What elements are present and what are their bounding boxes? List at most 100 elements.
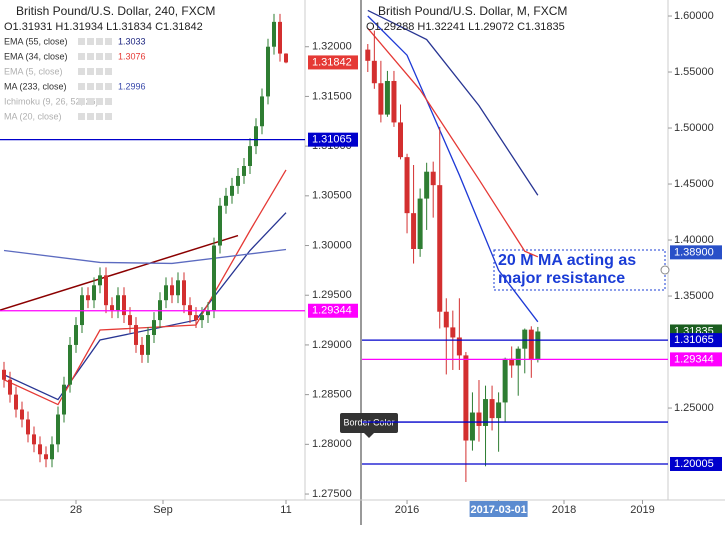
- indicator-icon: [78, 38, 85, 45]
- candle-body: [535, 331, 541, 361]
- candle-body: [104, 275, 108, 306]
- price-badge-label: 1.31065: [674, 334, 714, 346]
- y-tick-label: 1.45000: [674, 178, 714, 190]
- candle-body: [56, 414, 60, 445]
- y-tick-label: 1.31500: [312, 90, 352, 102]
- indicator-icon: [87, 98, 94, 105]
- x-tick-label: 2019: [630, 504, 654, 516]
- candle-body: [522, 329, 528, 349]
- x-tick-label: Sep: [153, 504, 173, 516]
- candle-body: [430, 171, 436, 186]
- candle-body: [515, 348, 521, 366]
- indicator-icon: [96, 83, 103, 90]
- candle-body: [391, 80, 397, 123]
- ohlc-text: O1.31931 H1.31934 L1.31834 C1.31842: [4, 21, 203, 33]
- candle-body: [32, 434, 36, 445]
- candle-body: [424, 171, 430, 199]
- price-badge-label: 1.29344: [674, 353, 714, 365]
- candle-body: [146, 334, 150, 355]
- indicator-icon: [96, 113, 103, 120]
- candle-body: [92, 285, 96, 301]
- indicator-icon: [78, 53, 85, 60]
- y-tick-label: 1.35000: [674, 290, 714, 302]
- tooltip-arrow: [364, 433, 374, 438]
- indicator-icon: [105, 83, 112, 90]
- candle-body: [224, 195, 228, 206]
- candle-body: [86, 295, 90, 301]
- candle-body: [212, 245, 216, 311]
- candle-body: [266, 46, 270, 97]
- price-badge: [670, 333, 722, 348]
- candle-body: [456, 337, 462, 356]
- ma-line: [367, 27, 539, 258]
- x-tick-highlight: [469, 501, 528, 517]
- candle-body: [26, 419, 30, 435]
- indicator-icon: [105, 113, 112, 120]
- candle-body: [365, 49, 371, 61]
- candle-body: [110, 305, 114, 311]
- candle-body: [450, 327, 456, 338]
- indicator-icon: [105, 68, 112, 75]
- price-badge: [670, 352, 722, 367]
- price-badge-label: 1.20005: [674, 458, 714, 470]
- annotation-text: major resistance: [498, 270, 625, 287]
- candle-body: [236, 175, 240, 186]
- y-tick-label: 1.30000: [312, 239, 352, 251]
- indicator-icon: [105, 38, 112, 45]
- candle-body: [254, 126, 258, 147]
- y-tick-label: 1.40000: [674, 234, 714, 246]
- price-badge-label: 1.31842: [312, 56, 352, 68]
- indicator-icon: [87, 68, 94, 75]
- indicator-icon: [96, 38, 103, 45]
- candle-body: [8, 379, 12, 395]
- indicator-icon: [87, 113, 94, 120]
- indicator-icon: [78, 83, 85, 90]
- candle-body: [2, 369, 6, 380]
- candle-body: [140, 344, 144, 355]
- candle-body: [437, 185, 443, 312]
- plot-area: [365, 9, 541, 482]
- candle-body: [20, 409, 24, 420]
- candle-body: [164, 285, 168, 301]
- candle-body: [278, 21, 282, 54]
- x-tick-label: 11: [280, 504, 291, 516]
- candle-body: [62, 384, 66, 415]
- candle-body: [14, 394, 18, 410]
- indicator-icon: [96, 98, 103, 105]
- price-badge-label: 1.31065: [312, 134, 352, 146]
- candle-body: [463, 355, 469, 441]
- candle-body: [134, 325, 138, 345]
- indicator-icon: [96, 68, 103, 75]
- indicator-icon: [78, 98, 85, 105]
- candle-body: [378, 83, 384, 115]
- annotation-text: 20 M MA acting as: [498, 252, 636, 269]
- indicator-value: 1.3076: [118, 51, 146, 61]
- candle-body: [122, 295, 126, 316]
- indicator-name: Ichimoku (9, 26, 52, 26): [4, 96, 99, 106]
- indicator-name: EMA (34, close): [4, 51, 68, 61]
- y-tick-label: 1.30500: [312, 190, 352, 202]
- candle-body: [476, 412, 482, 426]
- indicator-icon: [105, 98, 112, 105]
- y-tick-label: 1.60000: [674, 10, 714, 22]
- candle-body: [483, 399, 489, 426]
- x-tick-label: 28: [70, 504, 82, 516]
- candle-body: [98, 275, 102, 286]
- candle-body: [128, 315, 132, 326]
- ma-line: [367, 9, 539, 196]
- indicator-value: 1.2996: [118, 81, 146, 91]
- y-tick-label: 1.28500: [312, 389, 352, 401]
- candle-body: [206, 310, 210, 316]
- candle-body: [384, 80, 390, 115]
- candle-body: [152, 320, 156, 335]
- candle-body: [489, 399, 495, 419]
- candle-body: [398, 122, 403, 158]
- candle-body: [469, 412, 475, 441]
- candle-body: [242, 166, 246, 176]
- indicator-icon: [96, 53, 103, 60]
- x-tick-label: 2018: [552, 504, 576, 516]
- y-tick-label: 1.27500: [312, 488, 352, 500]
- candle-body: [284, 53, 288, 63]
